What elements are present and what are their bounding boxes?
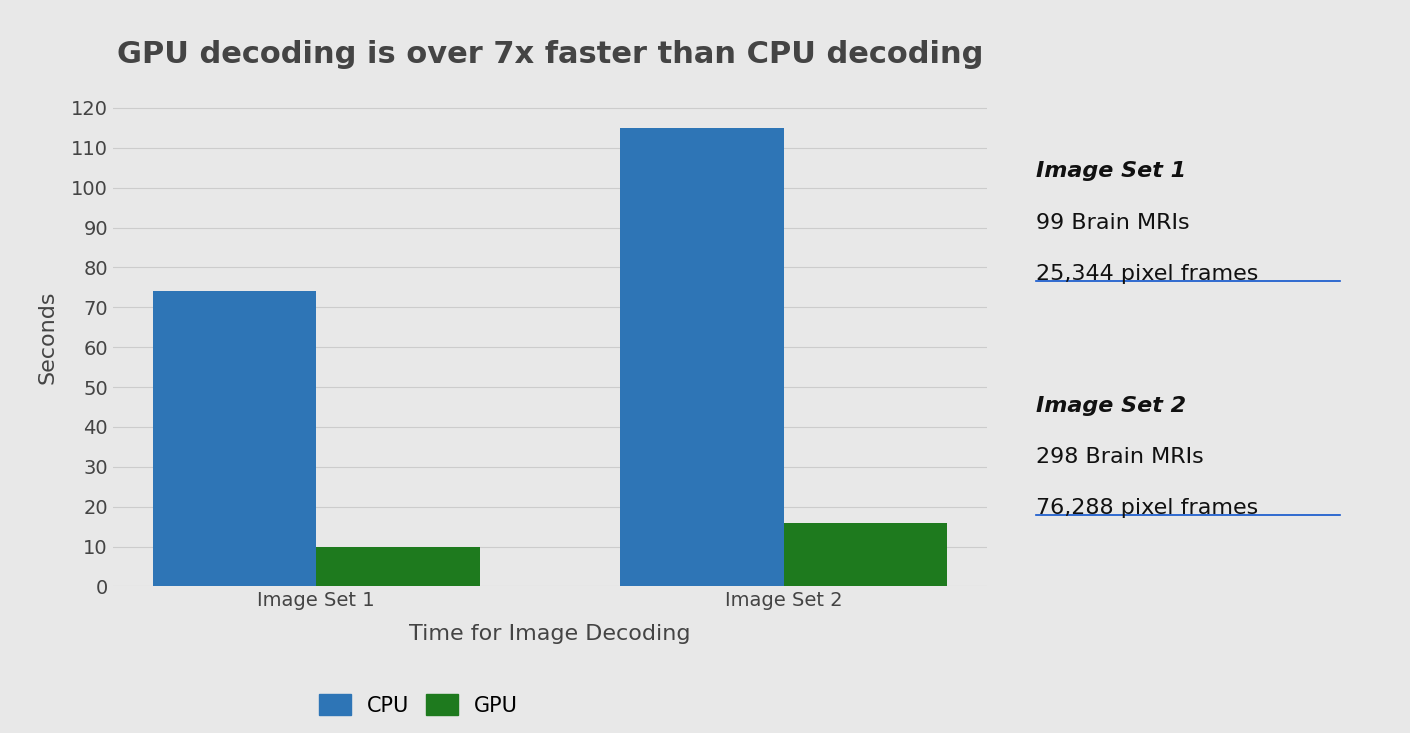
Bar [152,291,316,586]
Legend: CPU, GPU: CPU, GPU [319,694,519,715]
Title: GPU decoding is over 7x faster than CPU decoding: GPU decoding is over 7x faster than CPU … [117,40,983,69]
Bar [784,523,948,586]
Bar [620,128,784,586]
Y-axis label: Seconds: Seconds [37,290,56,384]
Bar [316,547,479,586]
Text: Image Set 1: Image Set 1 [1036,161,1186,181]
Text: 76,288 pixel frames: 76,288 pixel frames [1036,498,1259,518]
Text: 25,344 pixel frames: 25,344 pixel frames [1036,264,1259,284]
Text: 99 Brain MRIs: 99 Brain MRIs [1036,213,1190,232]
Text: 298 Brain MRIs: 298 Brain MRIs [1036,447,1204,467]
Text: Image Set 2: Image Set 2 [1036,396,1186,416]
X-axis label: Time for Image Decoding: Time for Image Decoding [409,625,691,644]
